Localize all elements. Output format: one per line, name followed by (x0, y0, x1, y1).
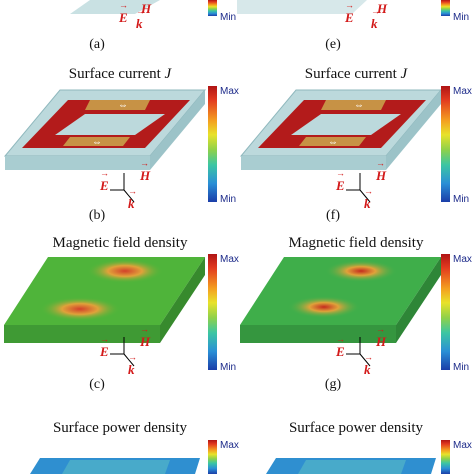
colorbar-min-a: Min (220, 12, 237, 23)
ring-gap (55, 114, 165, 135)
axis-H-f: H (376, 158, 386, 184)
subfig-label-a: (a) (89, 37, 105, 52)
axis-H-e: H (377, 0, 387, 17)
substrate-side (386, 90, 441, 170)
axis-E-f: E (336, 168, 345, 194)
axis-E-b: E (100, 168, 109, 194)
power-plot-right (266, 458, 436, 474)
subfig-label-f: (f) (326, 208, 340, 223)
title-power-left: Surface power density (52, 420, 188, 436)
colorbar-max-d: Max (220, 440, 239, 451)
current-hotspot (321, 100, 386, 110)
axis-H-g: H (376, 324, 386, 350)
ring-gap (291, 114, 401, 135)
colorbar-f (441, 86, 450, 202)
colorbar-b (208, 86, 217, 202)
title-text: Surface current (68, 66, 161, 82)
colorbar-e (441, 0, 450, 16)
title-surface-current-b: Surface current J (40, 66, 200, 83)
substrate-side (150, 90, 205, 170)
axis-E-a: E (119, 0, 128, 26)
title-magnetic-g: Magnetic field density (288, 235, 424, 251)
axis-k-b: k (128, 186, 136, 212)
power-region (298, 460, 406, 474)
colorbar-max-c: Max (220, 254, 239, 265)
substrate-front (5, 156, 150, 170)
axis-H-b: H (140, 158, 150, 184)
surface-current-plot-f: ⇔ ⇔ (239, 89, 443, 170)
slab-front (240, 325, 396, 343)
slab-side (396, 257, 441, 343)
current-symbol: J (400, 66, 408, 82)
title-surface-current-f: Surface current J (276, 66, 436, 83)
title-text: Surface current (304, 66, 397, 82)
current-arrow-icon: ⇔ (118, 100, 128, 111)
colorbar-max-g: Max (453, 254, 472, 265)
axis-H-c: H (140, 324, 150, 350)
colorbar-min-b: Min (220, 194, 237, 205)
field-hotspot (40, 297, 120, 321)
slab-front (4, 325, 160, 343)
substrate-edge (70, 0, 160, 14)
axis-H-a: H (141, 0, 151, 17)
axis-E-g: E (336, 334, 345, 360)
colorbar-h (441, 440, 450, 474)
current-symbol: J (164, 66, 172, 82)
colorbar-d (208, 440, 217, 474)
title-power-right: Surface power density (288, 420, 424, 436)
colorbar-g (441, 254, 450, 370)
current-hotspot (85, 100, 150, 110)
current-arrow-icon: ⇔ (92, 137, 102, 148)
colorbar-min-g: Min (453, 362, 470, 373)
axis-k-a: k (136, 6, 144, 32)
slab-side (160, 257, 205, 343)
panel-a-remnant (0, 0, 200, 20)
axis-k-f: k (364, 186, 372, 212)
substrate-front (241, 156, 386, 170)
colorbar-max-b: Max (220, 86, 239, 97)
power-plot-left (30, 458, 200, 474)
axis-k-e: k (371, 6, 379, 32)
axis-k-c: k (128, 352, 136, 378)
field-hotspot (288, 296, 360, 318)
subfig-label-e: (e) (325, 37, 341, 52)
subfig-label-b: (b) (88, 208, 106, 223)
power-region (62, 460, 170, 474)
magnetic-plot-g (240, 257, 441, 343)
magnetic-plot-c (4, 257, 205, 343)
axis-E-e: E (345, 0, 354, 26)
colorbar-min-f: Min (453, 194, 470, 205)
field-hotspot (87, 259, 163, 283)
current-arrow-icon: ⇔ (354, 100, 364, 111)
current-arrow-icon: ⇔ (328, 137, 338, 148)
colorbar-a (208, 0, 217, 16)
title-magnetic-c: Magnetic field density (52, 235, 188, 251)
axis-E-c: E (100, 334, 109, 360)
subfig-label-g: (g) (324, 377, 342, 392)
colorbar-min-e: Min (453, 12, 470, 23)
colorbar-c (208, 254, 217, 370)
substrate-edge (237, 0, 367, 14)
surface-current-plot-b: ⇔ ⇔ (3, 89, 207, 170)
field-hotspot (325, 260, 397, 282)
colorbar-max-f: Max (453, 86, 472, 97)
subfig-label-c: (c) (89, 377, 105, 392)
axis-k-g: k (364, 352, 372, 378)
panel-e-remnant (237, 0, 437, 20)
colorbar-min-c: Min (220, 362, 237, 373)
current-hotspot (63, 137, 130, 146)
current-hotspot (299, 137, 366, 146)
colorbar-max-h: Max (453, 440, 472, 451)
